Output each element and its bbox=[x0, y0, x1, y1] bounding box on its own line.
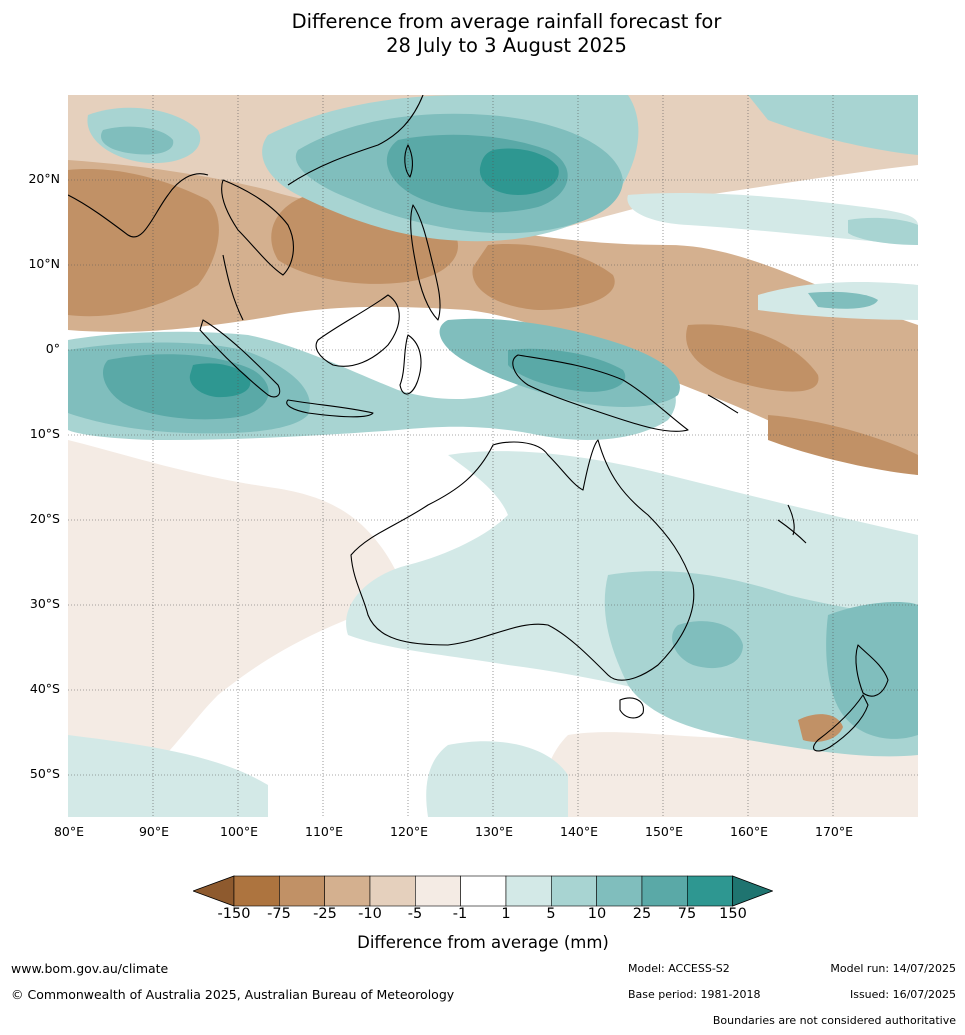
lon-label-120e: 120°E bbox=[389, 824, 429, 839]
dry-zone-north-strong-4 bbox=[686, 324, 819, 392]
lon-label-150e: 150°E bbox=[644, 824, 684, 839]
colorbar-tick-10: 10 bbox=[587, 906, 607, 922]
title-line-2: 28 July to 3 August 2025 bbox=[386, 34, 627, 57]
china-coastline bbox=[287, 95, 424, 186]
colorbar-tick-75: 75 bbox=[677, 906, 697, 922]
colorbar-cell bbox=[551, 875, 597, 907]
lat-label-20s: 20°S bbox=[29, 511, 60, 526]
colorbar-tick-25: 25 bbox=[632, 906, 652, 922]
dry-zone-east-strong bbox=[768, 415, 918, 475]
java-coastline bbox=[286, 399, 374, 418]
footer-copyright: © Commonwealth of Australia 2025, Austra… bbox=[11, 987, 455, 1002]
lon-label-80e: 80°E bbox=[53, 824, 85, 839]
lat-label-40s: 40°S bbox=[29, 681, 60, 696]
map-graticule bbox=[68, 95, 918, 817]
wet-zone-south-patch bbox=[426, 741, 568, 817]
borneo-coastline bbox=[315, 294, 400, 367]
wet-zone-northwest-core bbox=[100, 126, 174, 155]
rainfall-anomaly-map bbox=[68, 95, 918, 817]
wet-zone-png-inner bbox=[508, 348, 626, 392]
lon-label-140e: 140°E bbox=[559, 824, 599, 839]
colorbar-cell bbox=[505, 875, 552, 907]
tasmania-coastline bbox=[619, 697, 644, 719]
colorbar-cell bbox=[324, 875, 371, 907]
wet-zone-tasman-inner bbox=[672, 621, 743, 669]
dry-patch-nz bbox=[798, 714, 843, 742]
lon-label-110e: 110°E bbox=[304, 824, 344, 839]
lat-label-10n: 10°N bbox=[28, 256, 60, 271]
wet-streak-northeast-1 bbox=[627, 193, 918, 245]
indochina-coastline bbox=[221, 179, 294, 276]
colorbar-tick-1: 1 bbox=[501, 906, 511, 922]
colorbar-cell bbox=[686, 875, 733, 907]
lat-label-50s: 50°S bbox=[29, 766, 60, 781]
new-guinea-coastline bbox=[512, 354, 689, 432]
wet-band-equator-core bbox=[189, 363, 251, 398]
lat-label-10s: 10°S bbox=[29, 426, 60, 441]
footer-base-period: Base period: 1981-2018 bbox=[628, 988, 761, 1001]
footer-model: Model: ACCESS-S2 bbox=[628, 962, 730, 975]
dry-zone-north-strong-1 bbox=[68, 169, 219, 317]
new-zealand-south-coastline bbox=[813, 694, 869, 752]
sumatra-coastline bbox=[199, 319, 281, 398]
wet-zone-pacific-core bbox=[479, 148, 559, 195]
colorbar-tick-m75: -75 bbox=[267, 906, 291, 922]
lon-label-130e: 130°E bbox=[474, 824, 514, 839]
solomon-islands-coastline bbox=[707, 394, 739, 414]
light-dry-band-south bbox=[68, 440, 398, 817]
lon-label-170e: 170°E bbox=[814, 824, 854, 839]
colorbar-cell bbox=[641, 875, 688, 907]
colorbar-extend-high bbox=[732, 875, 773, 907]
india-coastline bbox=[68, 173, 209, 238]
colorbar-cell bbox=[415, 875, 461, 907]
colorbar-tick-m10: -10 bbox=[358, 906, 382, 922]
lat-label-20n: 20°N bbox=[28, 171, 60, 186]
coastlines bbox=[68, 95, 889, 752]
colorbar-tick-m150: -150 bbox=[217, 906, 251, 922]
colorbar-label: Difference from average (mm) bbox=[357, 933, 609, 952]
colorbar-tick-150: 150 bbox=[719, 906, 747, 922]
footer-disclaimer: Boundaries are not considered authoritat… bbox=[712, 1014, 956, 1027]
vanuatu-coastline bbox=[787, 504, 795, 536]
title-line-1: Difference from average rainfall forecas… bbox=[291, 10, 722, 33]
new-zealand-north-coastline bbox=[855, 644, 889, 697]
colorbar-cell bbox=[369, 875, 416, 907]
wet-zone-south-strip bbox=[68, 735, 268, 817]
colorbar-extend-low bbox=[193, 875, 235, 907]
new-caledonia-coastline bbox=[777, 519, 807, 544]
australia-coastline bbox=[350, 439, 695, 681]
map-title: Difference from average rainfall forecas… bbox=[0, 10, 965, 58]
lon-label-100e: 100°E bbox=[219, 824, 259, 839]
colorbar-tick-5: 5 bbox=[546, 906, 556, 922]
footer-website: www.bom.gov.au/climate bbox=[11, 961, 169, 976]
colorbar-cell bbox=[460, 875, 507, 907]
wet-streak-northeast-3 bbox=[848, 217, 918, 245]
light-dry-patch-sw bbox=[544, 732, 918, 817]
colorbar-tick-m5: -5 bbox=[407, 906, 423, 922]
colorbar-cell bbox=[233, 875, 280, 907]
colorbar-cell bbox=[596, 875, 643, 907]
map-canvas bbox=[68, 95, 918, 817]
lat-label-30s: 30°S bbox=[29, 596, 60, 611]
colorbar bbox=[193, 875, 773, 907]
colorbar-tick-m25: -25 bbox=[313, 906, 337, 922]
lon-label-90e: 90°E bbox=[138, 824, 170, 839]
sulawesi-coastline bbox=[399, 334, 422, 395]
taiwan-coastline bbox=[404, 144, 413, 178]
lat-label-0: 0° bbox=[45, 341, 60, 356]
footer-model-run: Model run: 14/07/2025 bbox=[830, 962, 956, 975]
colorbar-tick-m1: -1 bbox=[452, 906, 468, 922]
dry-zone-north-strong-3 bbox=[472, 244, 615, 310]
colorbar-cells bbox=[193, 875, 773, 907]
lon-label-160e: 160°E bbox=[729, 824, 769, 839]
wet-zone-nz-inner bbox=[826, 602, 918, 739]
footer-issued: Issued: 16/07/2025 bbox=[849, 988, 956, 1001]
malay-peninsula-coastline bbox=[222, 254, 244, 321]
philippines-coastline bbox=[410, 204, 441, 321]
colorbar-cell bbox=[279, 875, 325, 907]
wet-streak-east-eq-core bbox=[808, 291, 878, 309]
